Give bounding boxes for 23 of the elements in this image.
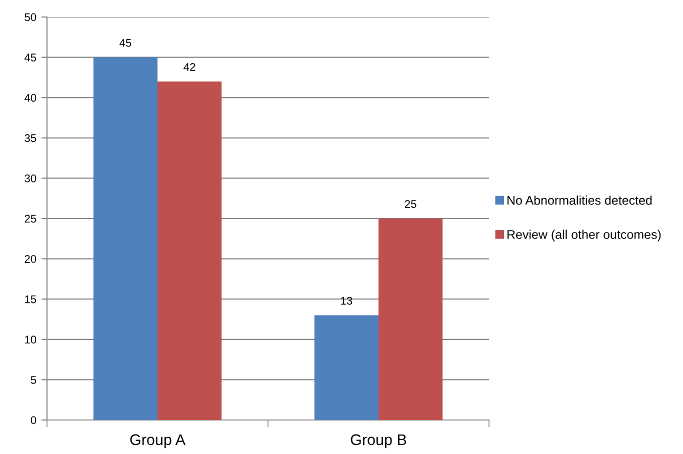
y-tick-label: 30 <box>24 174 36 182</box>
y-tick-label: 50 <box>24 13 36 22</box>
data-label: 13 <box>341 296 352 305</box>
y-tick-label: 45 <box>24 54 36 62</box>
y-tick-label: 5 <box>30 376 36 384</box>
y-tick-label: 0 <box>30 416 36 424</box>
y-tick-label: 35 <box>24 134 36 142</box>
x-tick-label: Group A <box>130 434 186 448</box>
bar <box>93 57 158 420</box>
bar <box>158 81 222 420</box>
data-label: 25 <box>404 200 416 208</box>
legend-label: No Abnormalities detected <box>508 196 652 205</box>
x-tick-label: Group B <box>350 434 406 448</box>
data-label: 45 <box>120 39 132 47</box>
y-tick-label: 20 <box>24 255 36 263</box>
bar <box>378 218 443 420</box>
y-tick-label: 10 <box>25 336 36 344</box>
legend-label: Review (all other outcomes) <box>508 230 661 242</box>
data-label: 42 <box>184 63 196 71</box>
bar <box>314 315 378 420</box>
y-tick-label: 25 <box>24 214 36 223</box>
y-tick-label: 40 <box>24 94 36 102</box>
y-tick-label: 15 <box>25 295 36 304</box>
